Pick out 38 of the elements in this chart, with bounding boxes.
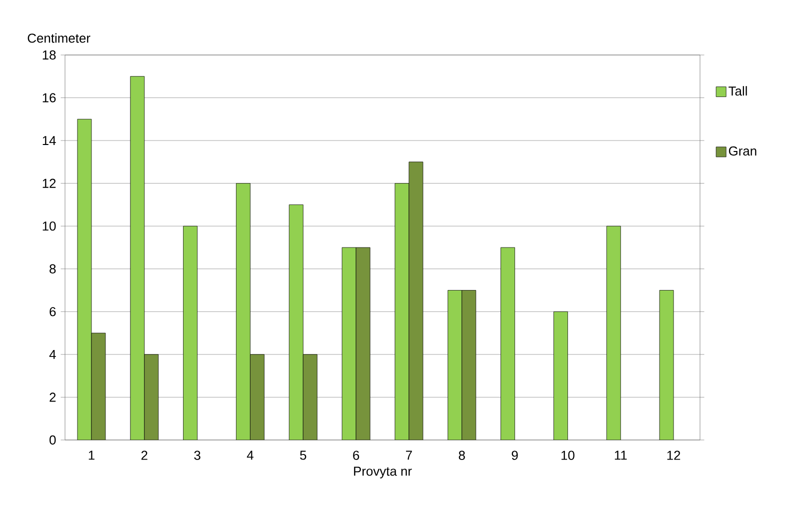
- x-tick-label: 7: [406, 450, 412, 460]
- x-tick-label: 4: [246, 450, 254, 460]
- y-tick-label: 18: [42, 50, 56, 60]
- bar: [659, 290, 674, 440]
- y-tick-label: 6: [50, 307, 56, 316]
- x-tick-label: 3: [194, 450, 200, 460]
- bar: [183, 226, 198, 440]
- x-tick-label: 8: [458, 450, 465, 460]
- bar: [554, 311, 568, 440]
- x-tick-label: 9: [512, 450, 518, 460]
- x-tick-label: 11: [614, 450, 627, 460]
- x-tick-label: 6: [353, 450, 360, 460]
- x-tick-label: 12: [667, 450, 680, 460]
- y-tick-label: 14: [42, 136, 56, 145]
- bar: [91, 332, 106, 440]
- bar: [302, 354, 318, 440]
- y-tick-label: 0: [50, 435, 56, 445]
- legend-label: Tall: [728, 86, 747, 96]
- bar: [144, 354, 159, 440]
- x-axis-title: Provyta nr: [354, 466, 412, 478]
- y-tick-label: 10: [42, 222, 56, 231]
- y-tick-label: 4: [49, 350, 56, 359]
- y-tick-label: 16: [42, 93, 56, 102]
- y-tick-label: 8: [50, 264, 56, 274]
- x-tick-label: 1: [88, 450, 94, 460]
- y-tick-label: 12: [42, 178, 56, 188]
- bar: [356, 247, 370, 440]
- bar: [606, 226, 621, 440]
- x-tick-label: 2: [141, 450, 148, 460]
- bar: [408, 162, 424, 440]
- bar: [462, 290, 476, 440]
- y-axis-title: Centimeter: [28, 33, 90, 43]
- y-tick-label: 2: [50, 392, 56, 402]
- x-tick-label: 10: [562, 450, 574, 460]
- x-tick-label: 5: [300, 450, 306, 460]
- bar: [500, 247, 515, 440]
- bar: [250, 354, 264, 440]
- legend-label: Gran: [728, 146, 756, 156]
